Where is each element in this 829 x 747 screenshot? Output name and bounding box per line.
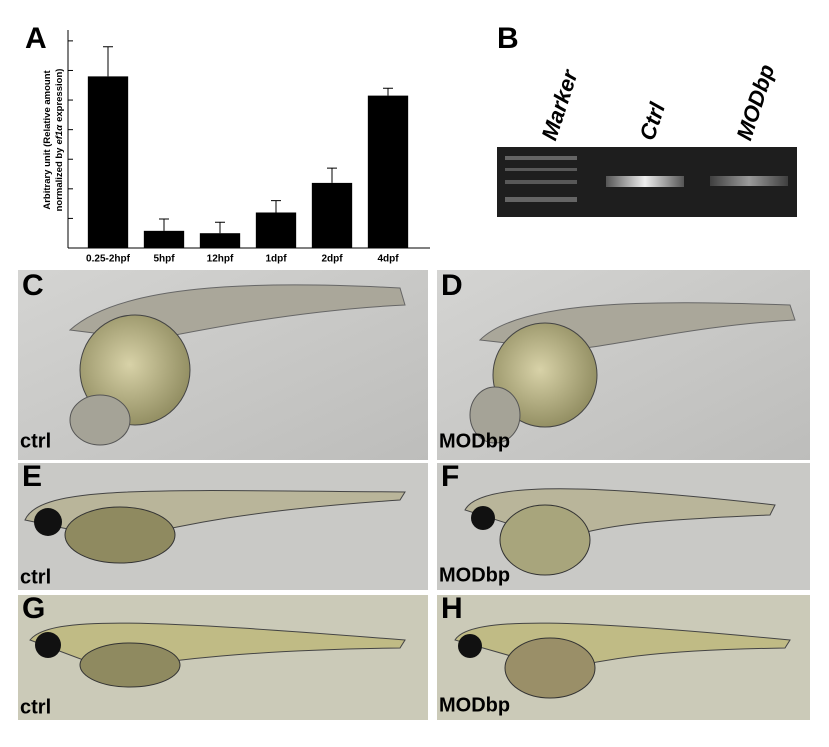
- photo-d: [437, 270, 810, 460]
- error-bar: [215, 221, 225, 234]
- photo-h: [437, 595, 810, 720]
- gel-band: [505, 168, 577, 171]
- lane-label: MODbp: [732, 61, 780, 143]
- bar: [87, 76, 129, 248]
- x-tick-label: 0.25-2hpf: [86, 254, 131, 265]
- bar: [367, 95, 409, 248]
- gel-band: [606, 176, 684, 187]
- bar: [143, 230, 185, 248]
- gel-band: [710, 176, 788, 186]
- image-caption: ctrl: [20, 430, 51, 452]
- error-bar: [327, 167, 337, 183]
- error-bar: [271, 200, 281, 213]
- bar: [199, 233, 241, 248]
- panel-label: D: [441, 269, 463, 302]
- panel-label: F: [441, 460, 459, 493]
- x-tick-label: 5hpf: [153, 254, 175, 265]
- lane-label: Marker: [537, 66, 584, 144]
- image-caption: MODbp: [439, 694, 510, 716]
- x-tick-label: 1dpf: [265, 254, 287, 265]
- x-tick-label: 12hpf: [207, 254, 234, 265]
- panel-label: B: [497, 22, 519, 55]
- panel-label: A: [25, 22, 47, 55]
- error-bar: [103, 46, 113, 77]
- x-tick-label: 2dpf: [321, 254, 343, 265]
- bar: [255, 212, 297, 248]
- bar: [311, 182, 353, 248]
- gel-band: [505, 156, 577, 160]
- panel-label: C: [22, 269, 44, 302]
- image-caption: ctrl: [20, 696, 51, 718]
- panel-label: H: [441, 592, 463, 625]
- photo-g: [18, 595, 428, 720]
- error-bar: [159, 218, 169, 231]
- y-axis-label: Arbitrary unit (Relative amountnormalize…: [42, 69, 65, 212]
- panel-label: G: [22, 592, 45, 625]
- lane-label: Ctrl: [635, 99, 671, 144]
- image-caption: MODbp: [439, 564, 510, 586]
- photo-f: [437, 463, 810, 590]
- x-tick-label: 4dpf: [377, 254, 399, 265]
- image-caption: ctrl: [20, 566, 51, 588]
- photo-c: [18, 270, 428, 460]
- image-caption: MODbp: [439, 430, 510, 452]
- panel-label: E: [22, 460, 42, 493]
- gel-band: [505, 197, 577, 202]
- error-bar: [383, 87, 393, 96]
- gel-band: [505, 180, 577, 184]
- photo-e: [18, 463, 428, 590]
